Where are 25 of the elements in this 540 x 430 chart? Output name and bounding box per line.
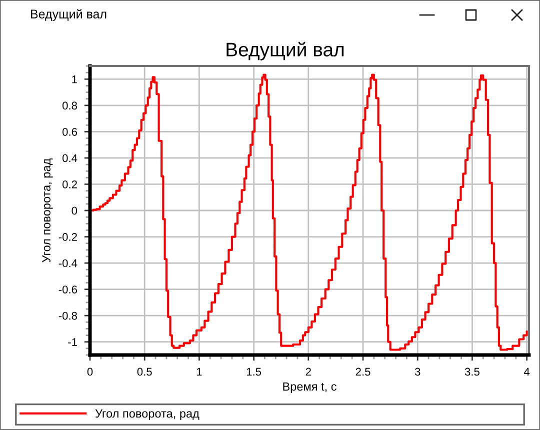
y-tick-label: -0.8 bbox=[58, 312, 78, 320]
y-tick-label: -1 bbox=[68, 338, 77, 346]
y-axis-title: Угол поворота, рад bbox=[42, 158, 53, 262]
x-tick-label: 4 bbox=[524, 368, 530, 376]
text: Угол поворота, рад bbox=[95, 409, 200, 420]
y-tick-label: -0.4 bbox=[58, 259, 78, 268]
y-tick-label: 0 bbox=[72, 206, 78, 215]
x-tick-label: 0.5 bbox=[137, 368, 152, 376]
x-tick-label: 2 bbox=[306, 368, 311, 376]
y-tick-label: 0.2 bbox=[62, 180, 77, 188]
y-tick-label: 1 bbox=[72, 76, 77, 84]
x-tick-label: 1 bbox=[196, 368, 202, 376]
x-tick-label: 3 bbox=[414, 368, 420, 376]
y-tick-label: -0.6 bbox=[58, 286, 78, 294]
y-tick-label: 0.6 bbox=[62, 128, 78, 136]
y-tick-label: 0.8 bbox=[62, 102, 78, 110]
text: Ведущий вал bbox=[31, 9, 106, 21]
x-tick-label: 2.5 bbox=[356, 368, 370, 376]
x-tick-label: 0 bbox=[87, 368, 93, 376]
y-tick-label: -0.2 bbox=[58, 233, 77, 241]
y-tick-label: 0.4 bbox=[62, 154, 78, 162]
x-tick-label: 1.5 bbox=[246, 368, 262, 376]
x-axis-title: Время t, с bbox=[283, 382, 336, 394]
x-tick-label: 3.5 bbox=[464, 368, 480, 376]
chart-title: Ведущий вал bbox=[226, 42, 344, 60]
